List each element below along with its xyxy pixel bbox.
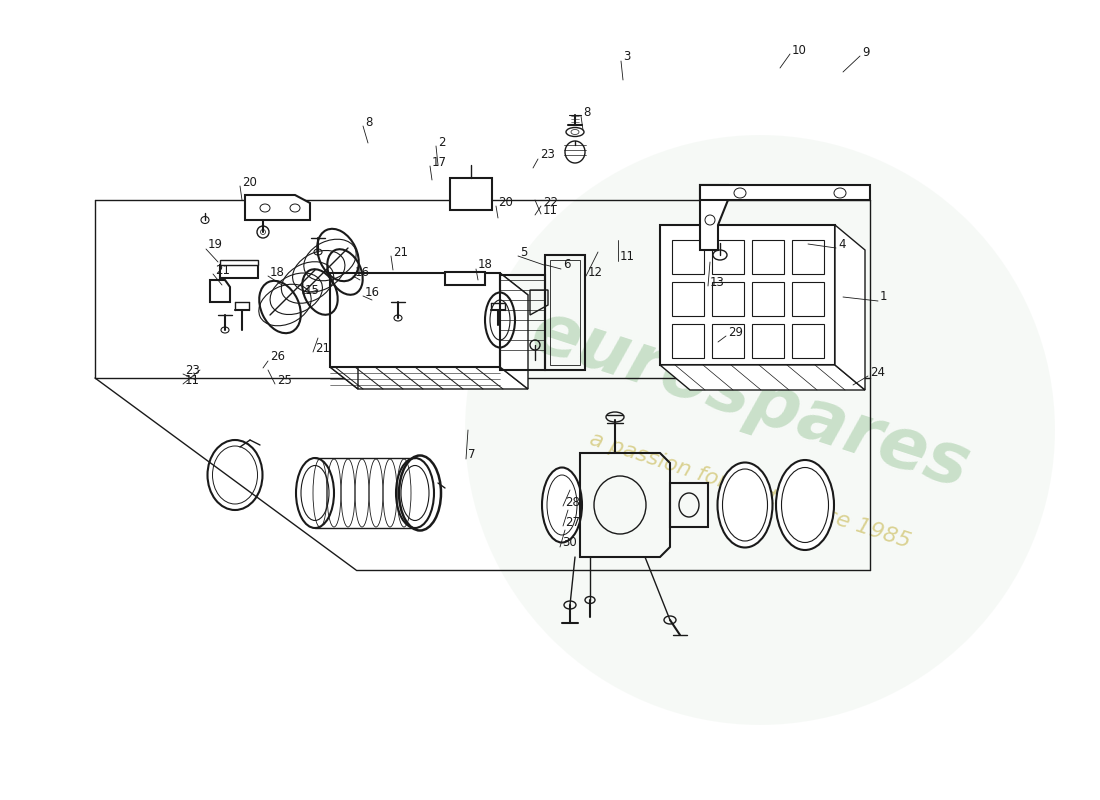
Bar [752,324,784,358]
Bar [550,260,580,365]
Text: 7: 7 [468,449,475,462]
Text: 24: 24 [870,366,886,378]
Text: 23: 23 [185,363,200,377]
Text: 2: 2 [438,135,446,149]
Bar [670,483,708,527]
Bar [672,324,704,358]
Text: 23: 23 [540,149,554,162]
Bar [450,178,492,210]
Text: 21: 21 [315,342,330,354]
Bar [752,282,784,316]
Text: 19: 19 [208,238,223,251]
Polygon shape [446,272,485,285]
Text: 20: 20 [498,195,513,209]
Text: 5: 5 [520,246,527,258]
Bar [792,324,824,358]
Bar [544,255,585,370]
Bar [792,282,824,316]
Polygon shape [330,273,500,367]
Ellipse shape [296,458,334,528]
Bar [712,240,744,274]
Bar [500,275,544,370]
Text: 13: 13 [710,275,725,289]
Text: 11: 11 [185,374,200,386]
Polygon shape [700,185,870,200]
Text: 17: 17 [432,155,447,169]
Polygon shape [835,225,865,390]
Ellipse shape [776,460,834,550]
Text: 18: 18 [478,258,493,271]
Text: a passion for parts since 1985: a passion for parts since 1985 [587,429,913,551]
Text: 29: 29 [728,326,743,338]
Text: 25: 25 [277,374,292,386]
Text: 3: 3 [623,50,630,63]
Text: 9: 9 [862,46,869,58]
Text: 15: 15 [305,283,320,297]
Text: 12: 12 [588,266,603,278]
Text: 8: 8 [365,115,373,129]
Text: eurospares: eurospares [522,297,978,503]
Polygon shape [245,195,310,220]
Bar [672,240,704,274]
Text: 26: 26 [270,350,285,363]
Polygon shape [330,273,528,295]
Text: 1: 1 [880,290,888,303]
Text: 18: 18 [270,266,285,278]
Polygon shape [660,365,865,390]
Bar [672,282,704,316]
Text: 11: 11 [620,250,635,263]
Text: 4: 4 [838,238,846,250]
Ellipse shape [485,293,515,347]
Bar [792,240,824,274]
Text: 28: 28 [565,495,580,509]
Text: 6: 6 [563,258,571,271]
Text: 20: 20 [242,175,257,189]
Text: 21: 21 [214,263,230,277]
Polygon shape [700,185,728,250]
Ellipse shape [396,458,435,528]
Polygon shape [500,273,528,389]
Text: 30: 30 [562,537,576,550]
Polygon shape [220,260,258,265]
Polygon shape [220,265,258,278]
Ellipse shape [717,462,772,547]
Polygon shape [330,273,358,389]
Bar [712,324,744,358]
Polygon shape [330,367,528,389]
Text: 16: 16 [365,286,380,298]
Ellipse shape [542,467,582,542]
Text: 22: 22 [543,195,558,209]
Bar [752,240,784,274]
Bar [660,225,835,365]
Text: 8: 8 [583,106,591,118]
Text: 16: 16 [355,266,370,278]
Text: 27: 27 [565,515,580,529]
Text: 21: 21 [393,246,408,258]
Polygon shape [210,280,230,302]
Text: 10: 10 [792,43,807,57]
Bar [712,282,744,316]
Text: 11: 11 [543,203,558,217]
Circle shape [465,135,1055,725]
